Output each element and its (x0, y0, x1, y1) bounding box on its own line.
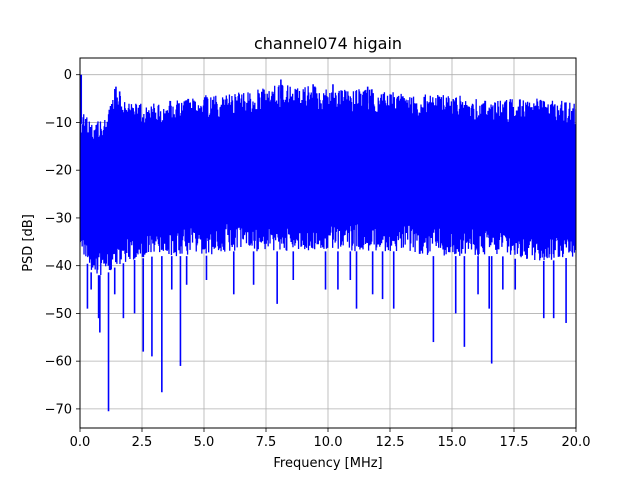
x-tick-label: 0.0 (70, 435, 91, 450)
y-tick-label: 0 (64, 68, 72, 83)
y-tick-label: −50 (45, 307, 72, 322)
y-tick-label: −70 (45, 402, 72, 417)
x-tick-label: 20.0 (562, 435, 591, 450)
x-tick-label: 7.5 (256, 435, 277, 450)
x-tick-label: 12.5 (376, 435, 405, 450)
y-tick-label: −40 (45, 259, 72, 274)
chart-title: channel074 higain (254, 34, 402, 53)
x-tick-label: 10.0 (314, 435, 343, 450)
y-tick-label: −10 (45, 116, 72, 131)
x-tick-label: 15.0 (438, 435, 467, 450)
x-axis-ticks: 0.0 2.5 5.0 7.5 10.0 12.5 15.0 17.5 20.0 (70, 428, 591, 450)
y-axis-ticks: 0 −10 −20 −30 −40 −50 −60 −70 (45, 68, 80, 417)
y-tick-label: −20 (45, 164, 72, 179)
series-trace (80, 74, 576, 412)
psd-trace-line (80, 84, 576, 276)
x-tick-label: 17.5 (500, 435, 529, 450)
x-tick-label: 2.5 (132, 435, 153, 450)
x-axis-label: Frequency [MHz] (273, 456, 382, 471)
x-tick-label: 5.0 (194, 435, 215, 450)
y-tick-label: −30 (45, 211, 72, 226)
y-tick-label: −60 (45, 355, 72, 370)
y-axis-label: PSD [dB] (21, 214, 36, 272)
